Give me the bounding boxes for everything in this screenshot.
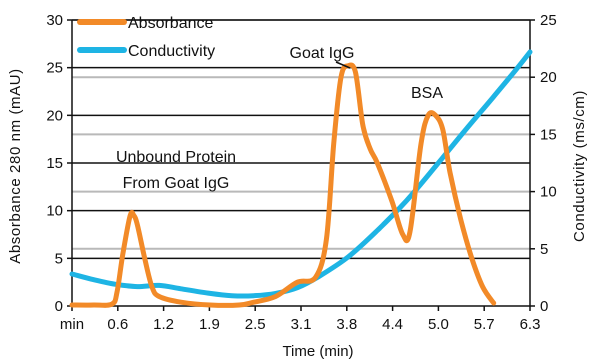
x-tick-label-9: 5.7: [474, 316, 495, 333]
x-tick-label-1: 0.6: [107, 316, 128, 333]
y-axis-left-title: Absorbance 280 nm (mAU): [7, 68, 24, 264]
y-left-tick-label-20: 20: [46, 107, 63, 124]
x-tick-label-0: min: [60, 316, 84, 333]
series-layer: [69, 49, 533, 308]
y-right-tick-label-20: 20: [540, 69, 557, 86]
x-tick-label-4: 2.5: [245, 316, 266, 333]
y-right-tick-label-10: 10: [540, 184, 557, 201]
x-tick-label-6: 3.8: [336, 316, 357, 333]
legend-conductivity-label: Conductivity: [128, 43, 215, 60]
y-right-tick-label-5: 5: [540, 241, 548, 258]
x-tick-label-7: 4.4: [382, 316, 403, 333]
y-left-tick-label-30: 30: [46, 12, 63, 29]
y-left-tick-label-10: 10: [46, 203, 63, 220]
x-tick-label-10: 6.3: [520, 316, 541, 333]
x-tick-label-3: 1.9: [199, 316, 220, 333]
tick-labels: 0 5 10 15 20 25 30 0 5 10 15 20 25 min 0.6 1.2 1.9 2.5 3.1…: [46, 12, 556, 333]
x-tick-label-5: 3.1: [291, 316, 312, 333]
x-tick-label-2: 1.2: [153, 316, 174, 333]
series-line-absorbance: [69, 62, 497, 308]
y-left-tick-label-5: 5: [55, 250, 63, 267]
x-tick-label-8: 5.0: [428, 316, 449, 333]
legend: Absorbance Conductivity: [77, 15, 215, 60]
chart-axes: [67, 19, 535, 311]
y-axis-right-title: Conductivity (ms/cm): [571, 90, 588, 242]
y-right-tick-label-25: 25: [540, 12, 557, 29]
annotation-goat-igg: Goat IgG: [290, 45, 355, 62]
y-left-tick-label-15: 15: [46, 155, 63, 172]
annotation-goat-igg-pointer: [335, 61, 351, 69]
series-line-conductivity: [69, 49, 533, 299]
y-left-tick-label-0: 0: [55, 298, 63, 315]
y-right-tick-label-0: 0: [540, 298, 548, 315]
legend-absorbance-label: Absorbance: [128, 15, 213, 32]
grid-lines: [72, 19, 530, 260]
y-left-tick-label-25: 25: [46, 60, 63, 77]
y-right-tick-label-15: 15: [540, 126, 557, 143]
peak-annotations: Goat IgG BSA Unbound Protein From Goat I…: [116, 45, 443, 192]
annotation-unbound-line2: From Goat IgG: [123, 175, 230, 192]
x-axis-title: Time (min): [282, 343, 353, 360]
annotation-unbound-line1: Unbound Protein: [116, 149, 236, 166]
annotation-bsa: BSA: [411, 85, 443, 102]
